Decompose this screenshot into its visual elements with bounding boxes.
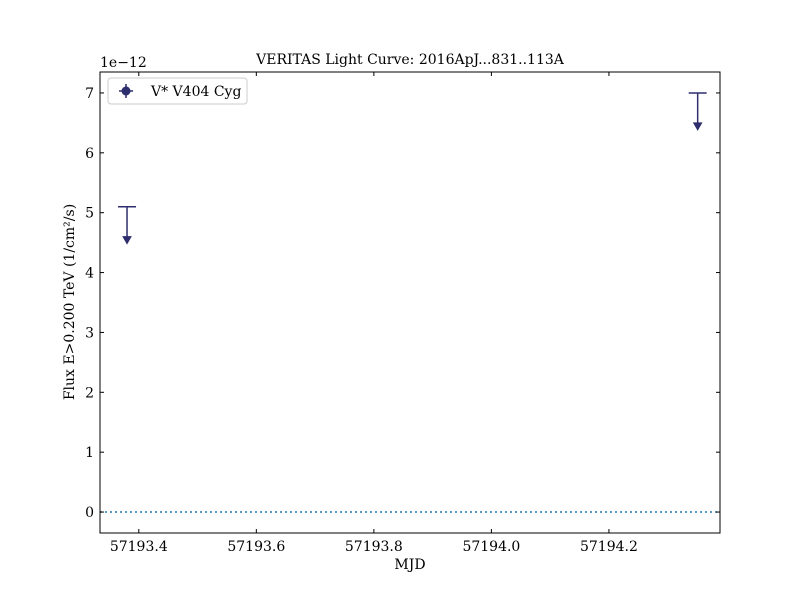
upper-limit-arrow [692, 122, 703, 131]
legend-box [107, 77, 248, 105]
y-axis-label: Flux E>0.200 TeV (1/cm²/s) [62, 204, 78, 400]
y-tick-label: 5 [85, 206, 94, 222]
legend-marker-point [121, 86, 131, 96]
legend-label: V* V404 Cyg [150, 84, 241, 100]
legend: V* V404 Cyg [107, 77, 248, 105]
y-tick-label: 3 [85, 325, 94, 341]
y-offset-label: 1e−12 [100, 55, 147, 71]
y-tick-label: 6 [85, 146, 94, 162]
x-axis-label: MJD [394, 557, 425, 573]
x-tick-label: 57194.0 [462, 539, 520, 555]
data-layer [118, 92, 707, 245]
y-axis-ticks: 0 1 2 3 4 5 6 7 [85, 86, 720, 521]
x-tick-label: 57193.6 [227, 539, 285, 555]
x-axis-ticks: 57193.4 57193.6 57193.8 57194.0 57194.2 [110, 72, 638, 555]
x-tick-label: 57194.2 [580, 539, 638, 555]
x-tick-label: 57193.4 [110, 539, 168, 555]
y-tick-label: 1 [85, 445, 94, 461]
y-tick-label: 0 [85, 505, 94, 521]
plot-frame [99, 71, 721, 534]
y-tick-label: 4 [85, 266, 94, 282]
chart-title: VERITAS Light Curve: 2016ApJ...831..113A [255, 52, 565, 68]
x-tick-label: 57193.8 [345, 539, 403, 555]
y-tick-label: 7 [85, 86, 94, 102]
y-tick-label: 2 [85, 385, 94, 401]
upper-limit-arrow [122, 236, 132, 245]
